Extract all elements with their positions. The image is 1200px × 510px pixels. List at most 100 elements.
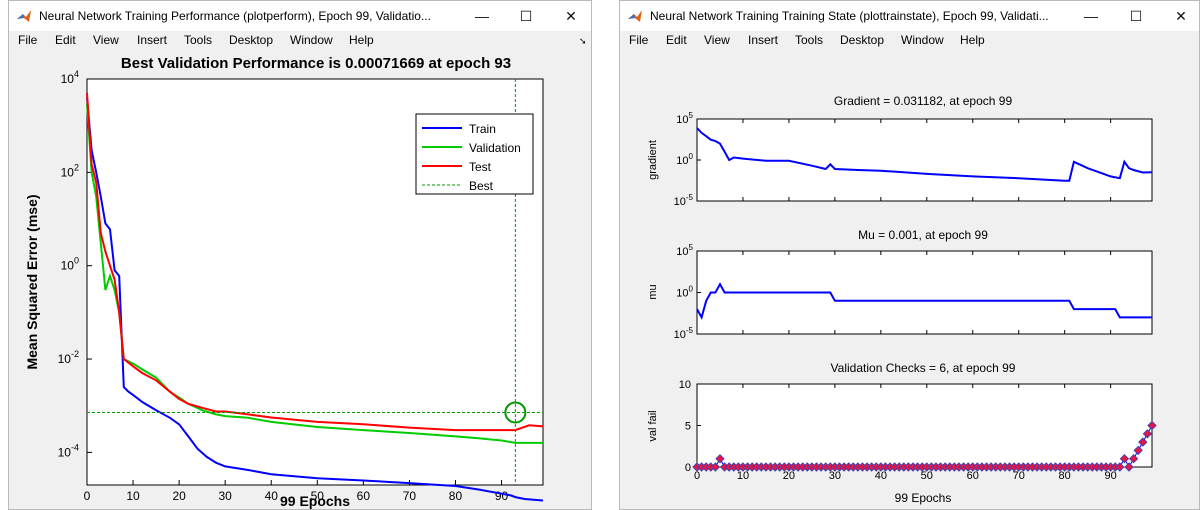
menu-edit[interactable]: Edit (55, 33, 76, 47)
y-tick-label: 100 (676, 152, 693, 167)
menu-help[interactable]: Help (349, 33, 374, 47)
valfail-marker (1138, 437, 1148, 447)
valfail-marker (1124, 462, 1134, 472)
close-button[interactable]: ✕ (1175, 7, 1187, 24)
minimize-button[interactable]: — (1084, 8, 1098, 24)
valfail-marker (1133, 445, 1143, 456)
valfail-marker (715, 453, 725, 464)
valfail-marker (1119, 453, 1130, 464)
y-tick-label: 100 (61, 256, 79, 273)
valfail-plot-area (696, 383, 1153, 468)
x-tick-label: 60 (967, 470, 979, 482)
y-tick-label: 10-5 (674, 193, 694, 208)
x-tick-label: 0 (694, 470, 700, 482)
menu-desktop[interactable]: Desktop (229, 33, 274, 47)
x-tick-label: 40 (265, 489, 279, 503)
x-tick-label: 20 (783, 470, 795, 482)
best-marker (504, 401, 527, 424)
performance-plot: Best Validation Performance is 0.0007166… (24, 55, 544, 509)
x-tick-label: 20 (172, 489, 186, 503)
x-tick-label: 30 (219, 489, 233, 503)
valfail-marker (1142, 429, 1153, 439)
menu-edit[interactable]: Edit (666, 33, 687, 47)
legend-train: Train (469, 122, 496, 136)
matlab-icon (628, 10, 642, 22)
x-tick-label: 70 (1013, 470, 1025, 482)
legend: Train Validation Test Best (415, 113, 534, 195)
valfail-marker (1115, 462, 1125, 472)
gradient-title: Gradient = 0.031182, at epoch 99 (834, 94, 1013, 108)
gradient-ylabel: gradient (647, 140, 659, 180)
dock-arrow-icon[interactable]: ➘ (579, 36, 587, 46)
y-tick-label: 10-5 (674, 326, 694, 341)
x-tick-label: 0 (84, 489, 91, 503)
legend-validation: Validation (469, 141, 521, 155)
figure-area: Gradient = 0.031182, at epoch 99 gradien… (620, 51, 1199, 509)
x-tick-label: 60 (357, 489, 371, 503)
gradient-line (696, 127, 1153, 182)
minimize-button[interactable]: — (475, 8, 489, 24)
x-tick-label: 70 (403, 489, 417, 503)
mu-title: Mu = 0.001, at epoch 99 (858, 228, 988, 242)
menu-desktop[interactable]: Desktop (840, 33, 885, 47)
x-tick-label: 90 (1105, 470, 1117, 482)
menu-view[interactable]: View (93, 33, 119, 47)
training-state-window: Neural Network Training Training State (… (619, 0, 1200, 510)
y-tick-label: 10-2 (58, 349, 79, 366)
menu-tools[interactable]: Tools (795, 33, 824, 47)
menu-insert[interactable]: Insert (748, 33, 779, 47)
y-tick-label: 105 (676, 111, 693, 126)
valfail-marker (710, 462, 721, 472)
valfail-marker (1128, 453, 1139, 464)
title-bar: Neural Network Training Training State (… (620, 1, 1199, 31)
x-tick-label: 50 (921, 470, 933, 482)
y-tick-label: 105 (676, 243, 693, 258)
y-tick-label: 5 (685, 421, 691, 433)
menu-window[interactable]: Window (290, 33, 333, 47)
maximize-button[interactable]: ☐ (519, 7, 533, 24)
y-axis-label: Mean Squared Error (mse) (24, 194, 40, 369)
x-tick-label: 10 (737, 470, 749, 482)
performance-window: Neural Network Training Performance (plo… (8, 0, 592, 510)
menu-window[interactable]: Window (901, 33, 944, 47)
figure-area: Best Validation Performance is 0.0007166… (9, 51, 591, 509)
valfail-marker (1147, 420, 1157, 431)
title-bar: Neural Network Training Performance (plo… (9, 1, 591, 31)
mu-ylabel: mu (647, 284, 659, 299)
y-tick-label: 104 (61, 69, 79, 86)
y-tick-label: 102 (61, 162, 79, 179)
menu-insert[interactable]: Insert (137, 33, 168, 47)
x-tick-label: 30 (829, 470, 841, 482)
menu-view[interactable]: View (704, 33, 730, 47)
menu-help[interactable]: Help (960, 33, 985, 47)
y-tick-label: 100 (676, 285, 693, 300)
x-tick-label: 80 (449, 489, 463, 503)
train-line (86, 97, 544, 502)
x-axis-label: 99 Epochs (280, 493, 350, 509)
matlab-icon (17, 10, 31, 22)
x-axis-label: 99 Epochs (895, 491, 952, 505)
legend-best: Best (469, 179, 494, 193)
close-button[interactable]: ✕ (565, 7, 577, 24)
x-tick-label: 40 (875, 470, 887, 482)
x-tick-label: 80 (1059, 470, 1071, 482)
x-tick-label: 10 (126, 489, 140, 503)
menu-tools[interactable]: Tools (184, 33, 213, 47)
x-tick-label: 50 (311, 489, 325, 503)
mu-line (696, 282, 1152, 321)
window-title: Neural Network Training Training State (… (650, 9, 1049, 23)
maximize-button[interactable]: ☐ (1129, 7, 1143, 24)
legend-test: Test (469, 160, 492, 174)
y-tick-label: 0 (685, 462, 691, 474)
menu-file[interactable]: File (629, 33, 649, 47)
chart-title: Best Validation Performance is 0.0007166… (121, 55, 511, 72)
menu-bar: File Edit View Insert Tools Desktop Wind… (620, 31, 1199, 51)
menu-file[interactable]: File (18, 33, 38, 47)
menu-bar: File Edit View Insert Tools Desktop Wind… (9, 31, 591, 51)
y-tick-label: 10 (679, 379, 691, 391)
x-tick-label: 90 (495, 489, 509, 503)
training-state-plots: Gradient = 0.031182, at epoch 99 gradien… (647, 94, 1157, 505)
valfail-title: Validation Checks = 6, at epoch 99 (831, 361, 1016, 375)
valfail-ylabel: val fail (647, 410, 659, 441)
window-title: Neural Network Training Performance (plo… (39, 9, 431, 23)
